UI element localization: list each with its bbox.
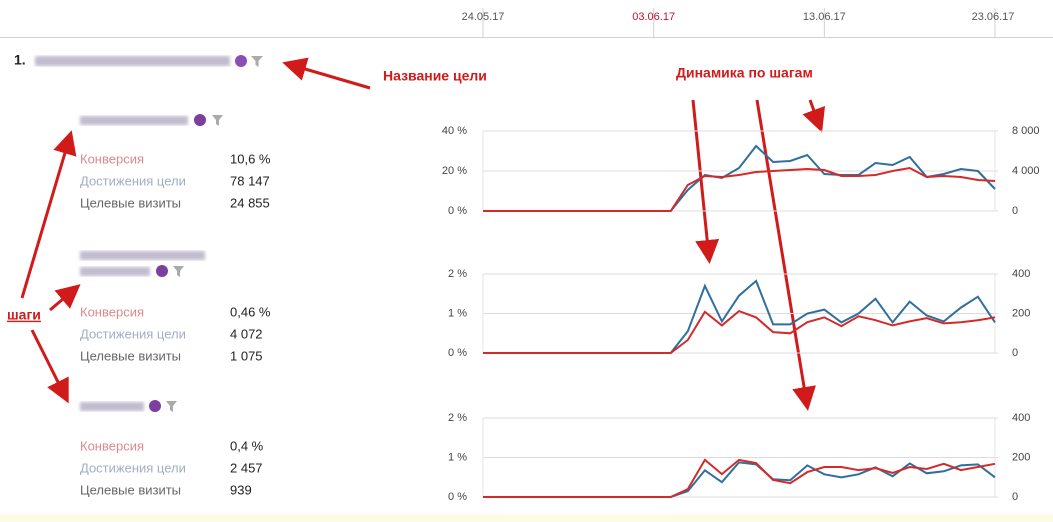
series-line [483, 279, 996, 354]
metric-value: 4 072 [230, 326, 263, 341]
y2-tick-label: 200 [1012, 451, 1030, 463]
series-line [483, 144, 996, 212]
y-tick-label: 2 % [448, 412, 467, 424]
y-tick-label: 1 % [448, 307, 467, 319]
date-label: 13.06.17 [803, 11, 846, 23]
metric-value: 0,4 % [230, 438, 264, 453]
metric-value: 0,46 % [230, 304, 271, 319]
y-tick-label: 0 % [448, 205, 467, 217]
y2-tick-label: 0 [1012, 491, 1018, 503]
date-label: 24.05.17 [462, 11, 505, 23]
filter-icon[interactable] [173, 266, 184, 277]
y-tick-label: 40 % [442, 125, 467, 137]
metric-value: 1 075 [230, 348, 263, 363]
filter-icon[interactable] [251, 56, 263, 67]
y-tick-label: 0 % [448, 491, 467, 503]
url-icon [194, 114, 206, 126]
url-icon [149, 400, 161, 412]
series-line [483, 166, 996, 212]
series-line [483, 458, 996, 498]
y2-tick-label: 400 [1012, 412, 1030, 424]
step-name-blurred [80, 251, 205, 260]
metric-label: Конверсия [80, 151, 144, 166]
step-name-blurred [80, 267, 150, 276]
metric-value: 10,6 % [230, 151, 271, 166]
annotation: Динамика по шагам [676, 65, 813, 81]
goal-name-blurred [35, 56, 230, 66]
metric-label: Конверсия [80, 438, 144, 453]
y-tick-label: 0 % [448, 347, 467, 359]
metric-value: 939 [230, 482, 252, 497]
step-name-blurred [80, 116, 188, 125]
series-line [483, 309, 996, 354]
metric-value: 2 457 [230, 460, 263, 475]
date-label: 03.06.17 [632, 11, 675, 23]
metric-value: 24 855 [230, 195, 270, 210]
footer-strip [0, 514, 1053, 522]
metric-label: Целевые визиты [80, 348, 181, 363]
metric-value: 78 147 [230, 173, 270, 188]
metric-label: Достижения цели [80, 173, 186, 188]
annotation: шаги [7, 307, 41, 323]
goal-number: 1. [14, 52, 26, 68]
filter-icon[interactable] [166, 401, 177, 412]
url-icon [156, 265, 168, 277]
date-label: 23.06.17 [972, 11, 1015, 23]
step-name-blurred [80, 402, 144, 411]
y2-tick-label: 200 [1012, 307, 1030, 319]
annotation: Название цели [383, 68, 487, 84]
y-tick-label: 20 % [442, 165, 467, 177]
filter-icon[interactable] [212, 115, 223, 126]
y2-tick-label: 400 [1012, 268, 1030, 280]
y2-tick-label: 0 [1012, 347, 1018, 359]
y2-tick-label: 4 000 [1012, 165, 1040, 177]
metric-label: Целевые визиты [80, 195, 181, 210]
metric-label: Достижения цели [80, 326, 186, 341]
y2-tick-label: 0 [1012, 205, 1018, 217]
metric-label: Конверсия [80, 304, 144, 319]
y-tick-label: 1 % [448, 451, 467, 463]
metric-label: Целевые визиты [80, 482, 181, 497]
metric-label: Достижения цели [80, 460, 186, 475]
y2-tick-label: 8 000 [1012, 125, 1040, 137]
goal-icon[interactable] [235, 55, 247, 67]
y-tick-label: 2 % [448, 268, 467, 280]
